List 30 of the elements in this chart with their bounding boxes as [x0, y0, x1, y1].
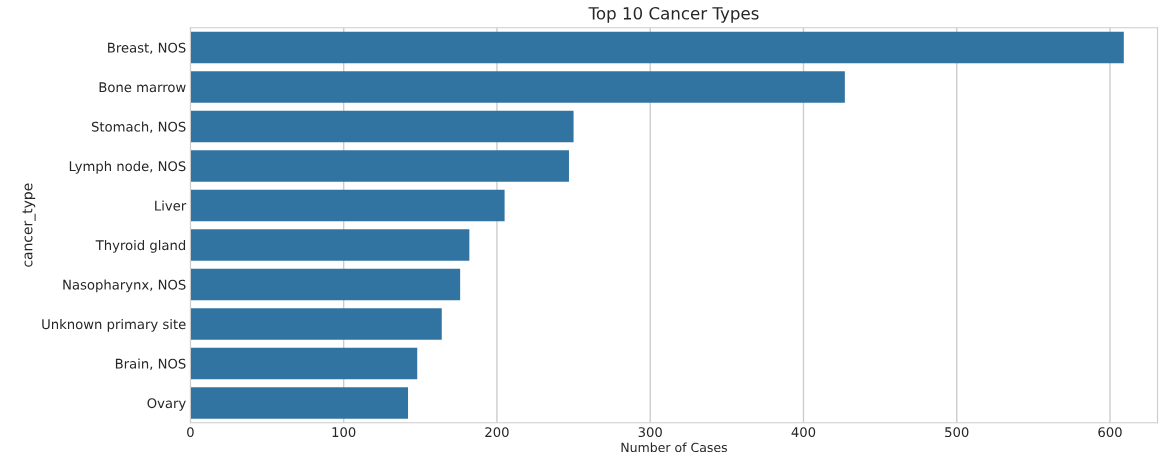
y-tick-label: Ovary [147, 398, 186, 411]
bar [190, 189, 505, 222]
bar [190, 347, 418, 380]
bar [190, 110, 574, 143]
x-tick-label: 500 [945, 427, 969, 438]
x-tick-label: 100 [332, 427, 356, 438]
y-tick-label: Lymph node, NOS [69, 160, 186, 174]
x-tick-label: 200 [485, 427, 509, 438]
y-tick-label: Breast, NOS [108, 42, 186, 55]
x-tick-label: 600 [1098, 427, 1122, 438]
y-tick-label: Unknown primary site [42, 318, 186, 332]
bar [190, 150, 569, 182]
x-axis-title: Number of Cases [621, 442, 728, 453]
x-tick-label: 0 [187, 427, 194, 438]
bar [190, 31, 1124, 64]
y-tick-label: Nasopharynx, NOS [63, 279, 186, 293]
chart-title: Top 10 Cancer Types [588, 7, 759, 23]
bar [190, 71, 845, 103]
y-axis-title: cancer_type [22, 183, 36, 267]
y-tick-label: Liver [155, 200, 187, 211]
bar [190, 308, 442, 340]
bar [190, 387, 409, 419]
y-tick-label: Stomach, NOS [91, 121, 186, 134]
y-tick-label: Thyroid gland [95, 239, 186, 253]
bar [190, 268, 461, 301]
y-tick-label: Bone marrow [99, 82, 186, 93]
x-tick-label: 300 [638, 427, 662, 438]
bar [190, 229, 470, 261]
y-tick-label: Brain, NOS [115, 358, 186, 371]
x-tick-label: 400 [791, 427, 816, 438]
